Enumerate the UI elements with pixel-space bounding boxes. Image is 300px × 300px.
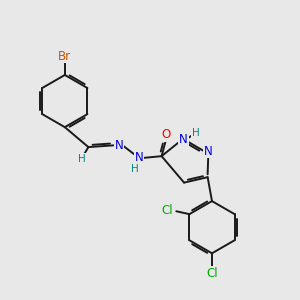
- Text: H: H: [131, 164, 139, 174]
- Text: Cl: Cl: [162, 204, 173, 217]
- Text: Br: Br: [58, 50, 71, 63]
- Text: Cl: Cl: [206, 267, 218, 280]
- Text: N: N: [135, 152, 143, 164]
- Text: H: H: [192, 128, 200, 138]
- Text: O: O: [161, 128, 171, 141]
- Text: H: H: [78, 154, 86, 164]
- Text: N: N: [204, 145, 213, 158]
- Text: N: N: [115, 139, 124, 152]
- Text: N: N: [179, 133, 188, 146]
